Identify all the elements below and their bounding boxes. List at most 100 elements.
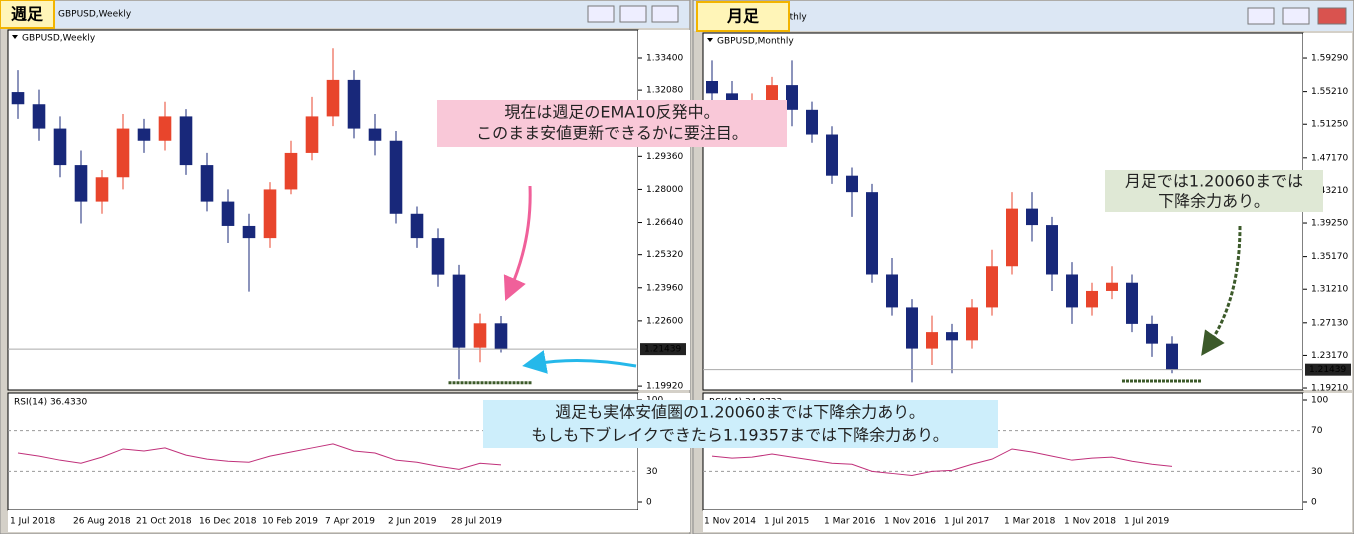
monthly-titlebar [694, 1, 1353, 31]
badge-box [0, 0, 55, 29]
y-tick-label: 1.23170 [1311, 351, 1348, 361]
rsi-axis [1303, 393, 1352, 510]
candle-body [846, 175, 858, 193]
candle-body [706, 81, 718, 94]
note-line: 下降余力あり。 [1158, 192, 1270, 211]
minimize-button[interactable] [587, 5, 615, 23]
time-axis [8, 510, 690, 532]
y-tick-label: 1.31210 [1311, 285, 1348, 295]
y-tick-label: 1.33400 [646, 53, 683, 63]
candle-body [1046, 225, 1058, 275]
x-tick-label: 1 Jul 2017 [944, 517, 989, 527]
y-tick-label: 1.27130 [1311, 318, 1348, 328]
x-tick-label: 7 Apr 2019 [325, 517, 375, 527]
rsi-tick-label: 100 [1311, 396, 1328, 406]
note-line: 現在は週足のEMA10反発中。 [504, 103, 719, 122]
note-box [483, 400, 998, 448]
x-tick-label: 26 Aug 2018 [73, 517, 131, 527]
charts: GBPUSD,Weekly1.334001.320801.307601.2936… [7, 29, 1352, 532]
overlay: 週足 月足 現在は週足のEMA10反発中。 このまま安値更新できるかに要注目。 … [0, 0, 1323, 448]
x-tick-label: 10 Feb 2019 [262, 517, 318, 527]
candle-body [1066, 274, 1078, 308]
candle-body [326, 79, 340, 117]
minimize-button[interactable] [1247, 7, 1275, 25]
y-tick-label: 1.28000 [646, 185, 683, 195]
rsi-tick-label: 30 [1311, 467, 1323, 477]
note-box [1105, 170, 1323, 212]
candle-body [926, 332, 938, 349]
candle-body [1146, 323, 1158, 344]
candle-body [368, 128, 382, 141]
note-line: もしも下ブレイクできたら1.19357までは下降余力あり。 [531, 426, 949, 445]
rsi-line [711, 448, 1173, 476]
candle-body [886, 274, 898, 308]
candle-body [1086, 290, 1098, 308]
price-box [1305, 363, 1351, 376]
candle-body [389, 140, 403, 214]
x-tick-label: 1 Mar 2016 [824, 517, 876, 527]
x-tick-label: 1 Mar 2018 [1004, 517, 1056, 527]
symbol-marker [12, 35, 18, 39]
y-tick-label: 1.35170 [1311, 252, 1348, 262]
candle-body [74, 165, 88, 202]
candle-body [806, 109, 818, 135]
candle-body [966, 307, 978, 341]
y-tick-label: 1.26640 [646, 218, 683, 228]
candle-body [946, 332, 958, 341]
candle-body [1006, 208, 1018, 267]
candle-body [786, 85, 798, 110]
x-tick-label: 2 Jun 2019 [388, 517, 437, 527]
rsi-tick-label: 0 [646, 498, 652, 508]
close-button[interactable] [1317, 7, 1347, 25]
candle-body [1026, 208, 1038, 226]
candle-body [32, 104, 46, 129]
x-tick-label: 16 Dec 2018 [199, 517, 257, 527]
note-line: 月足では1.20060までは [1125, 172, 1303, 191]
x-tick-label: 1 Jul 2019 [1124, 517, 1169, 527]
candle-body [158, 116, 172, 141]
window-title: GBPUSD,Weekly [58, 10, 132, 20]
y-tick-label: 1.25320 [646, 250, 683, 260]
candle-body [305, 116, 319, 153]
y-tick-label: 1.29360 [646, 152, 683, 162]
x-tick-label: 1 Jul 2015 [764, 517, 809, 527]
y-tick-label: 1.19210 [1311, 384, 1348, 394]
candle-body [866, 192, 878, 275]
time-axis [703, 510, 1352, 532]
badge-box [696, 1, 790, 32]
current-price-label: 1.21439 [1309, 365, 1346, 375]
candle-body [242, 225, 256, 239]
candle-body [137, 128, 151, 141]
candle-body [1126, 282, 1138, 324]
plot-area [7, 29, 639, 391]
note-line: 週足も実体安値圏の1.20060までは下降余力あり。 [555, 403, 925, 422]
rsi-tick-label: 0 [1311, 498, 1317, 508]
rsi-label: RSI(14) 36.4330 [14, 398, 87, 408]
arrow [503, 185, 532, 301]
candle-body [826, 134, 838, 176]
rsi-tick-label: 30 [646, 467, 658, 477]
candle-body [431, 238, 445, 275]
candle-body [53, 128, 67, 166]
candle-body [906, 307, 918, 349]
timeframe-badge: 週足 [11, 5, 44, 24]
close-button[interactable] [651, 5, 679, 23]
candle-body [410, 213, 424, 239]
symbol-label: GBPUSD,Weekly [22, 34, 96, 44]
x-tick-label: 21 Oct 2018 [136, 517, 192, 527]
note-line: このまま安値更新できるかに要注目。 [476, 124, 748, 143]
candle-body [1166, 343, 1178, 370]
current-price-label: 1.21439 [644, 345, 681, 355]
candle-body [452, 274, 466, 348]
symbol-marker [707, 38, 713, 42]
y-tick-label: 1.51250 [1311, 120, 1348, 130]
maximize-button[interactable] [619, 5, 647, 23]
candle-body [179, 116, 193, 166]
y-tick-label: 1.55210 [1311, 87, 1348, 97]
y-tick-label: 1.47170 [1311, 153, 1348, 163]
arrow [1201, 225, 1242, 356]
maximize-button[interactable] [1282, 7, 1310, 25]
rsi-line [17, 443, 502, 470]
candle-body [95, 177, 109, 202]
